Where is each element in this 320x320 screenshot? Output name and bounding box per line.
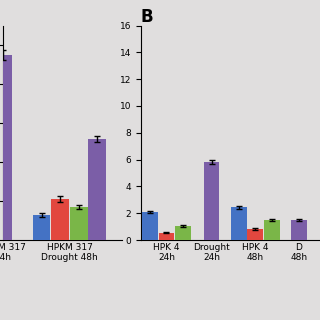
- Bar: [291, 220, 307, 240]
- Bar: [204, 162, 220, 240]
- Bar: [51, 199, 69, 240]
- Bar: [0, 55, 12, 240]
- Bar: [142, 212, 158, 240]
- Bar: [175, 226, 191, 240]
- Bar: [231, 207, 246, 240]
- Bar: [159, 233, 174, 240]
- Bar: [33, 215, 50, 240]
- Bar: [264, 220, 280, 240]
- Text: B: B: [141, 8, 153, 27]
- Bar: [88, 139, 106, 240]
- Bar: [247, 228, 263, 240]
- Bar: [70, 207, 87, 240]
